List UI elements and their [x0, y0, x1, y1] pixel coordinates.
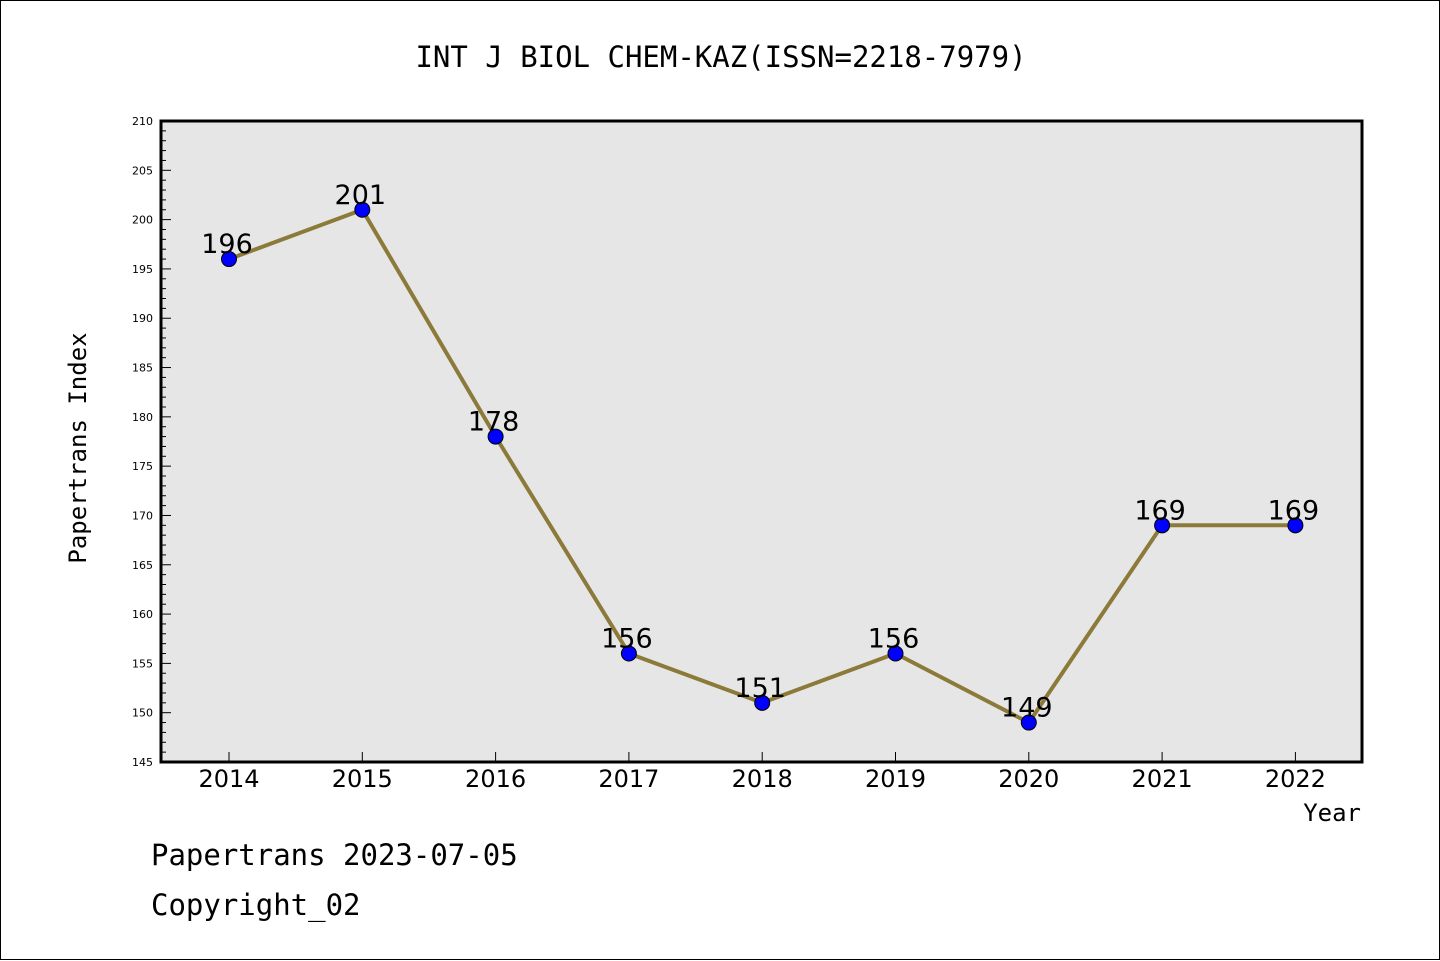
data-markers — [221, 201, 1304, 731]
data-point — [1154, 517, 1171, 534]
data-point — [887, 645, 904, 662]
data-label: 169 — [1134, 495, 1186, 526]
data-label: 201 — [335, 180, 387, 211]
chart-title: INT J BIOL CHEM-KAZ(ISSN=2218-7979) — [415, 40, 1026, 74]
data-label: 156 — [868, 624, 920, 655]
footer-date: Papertrans 2023-07-05 — [151, 838, 518, 872]
x-tick-label: 2016 — [465, 765, 526, 793]
x-tick-label: 2017 — [598, 765, 659, 793]
data-label: 178 — [468, 407, 520, 438]
data-label: 149 — [1001, 693, 1053, 724]
x-tick-label: 2020 — [998, 765, 1059, 793]
data-label: 169 — [1268, 495, 1320, 526]
data-point — [487, 428, 504, 445]
data-point — [1020, 714, 1037, 731]
footer-copyright: Copyright_02 — [151, 888, 361, 923]
data-labels: 196 201 178 156 151 156 149 169 169 — [201, 180, 1319, 724]
x-tick-label: 2019 — [865, 765, 926, 793]
y-tick-label: 160 — [132, 608, 153, 621]
x-tick-label: 2018 — [732, 765, 793, 793]
y-axis: 145 150 155 160 165 170 175 180 185 190 195 200 205 2… — [132, 115, 171, 769]
y-tick-label: 180 — [132, 411, 153, 424]
x-tick-label: 2014 — [198, 765, 259, 793]
y-axis-label: Papertrans Index — [64, 332, 92, 563]
data-label: 156 — [601, 624, 653, 655]
y-tick-label: 195 — [132, 263, 153, 276]
y-tick-label: 200 — [132, 214, 153, 227]
x-axis: 2014 2015 2016 2017 2018 2019 2020 2021 2022 — [198, 752, 1326, 793]
y-tick-label: 205 — [132, 164, 153, 177]
y-tick-label: 175 — [132, 460, 153, 473]
y-tick-label: 190 — [132, 312, 153, 325]
data-point — [221, 251, 237, 268]
y-tick-label: 145 — [132, 756, 153, 769]
data-point — [354, 201, 371, 218]
data-label: 151 — [734, 673, 786, 704]
y-tick-label: 210 — [132, 115, 153, 128]
data-point — [754, 694, 771, 711]
y-tick-label: 185 — [132, 362, 153, 375]
x-tick-label: 2021 — [1132, 765, 1193, 793]
y-tick-label: 170 — [132, 509, 153, 522]
data-point — [1287, 517, 1304, 534]
y-tick-label: 155 — [132, 657, 153, 670]
x-tick-label: 2015 — [332, 765, 393, 793]
x-axis-label: Year — [1303, 799, 1361, 827]
data-point — [620, 645, 637, 662]
plot-area — [159, 119, 1364, 764]
y-tick-label: 165 — [132, 559, 153, 572]
x-tick-label: 2022 — [1265, 765, 1326, 793]
y-tick-label: 150 — [132, 707, 153, 720]
data-label: 196 — [201, 229, 253, 260]
